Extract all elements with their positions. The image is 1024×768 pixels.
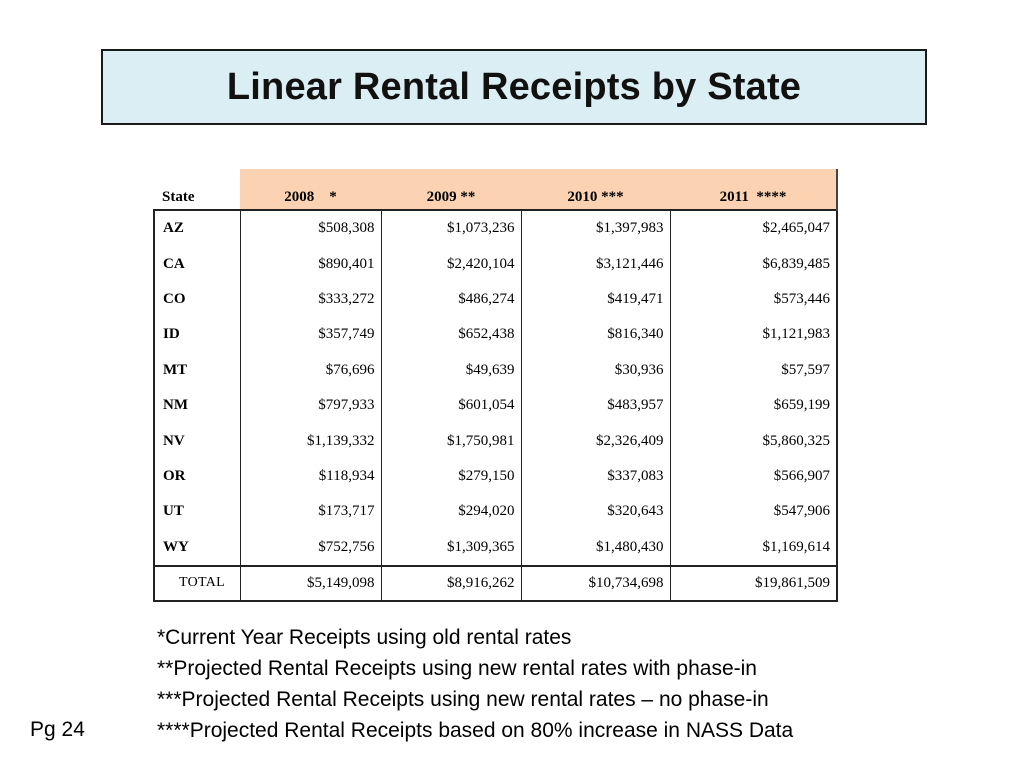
year-column-header: 2011 ****: [670, 169, 838, 210]
value-cell: $1,121,983: [669, 317, 838, 353]
total-value-cell: $10,734,698: [520, 564, 670, 602]
value-cell: $3,121,446: [520, 246, 670, 282]
receipts-table: State 2008 * 2009 ** 2010 *** 2011 **** …: [153, 169, 838, 602]
value-cell: $419,471: [520, 281, 670, 318]
table-row: AZ $508,308 $1,073,236 $1,397,983 $2,465,047: [153, 210, 838, 247]
value-cell: $2,326,409: [520, 423, 670, 459]
table-row: OR $118,934 $279,150 $337,083 $566,907: [153, 458, 838, 495]
value-cell: $173,717: [239, 494, 381, 530]
total-label: TOTAL: [153, 564, 240, 602]
value-cell: $2,465,047: [669, 210, 838, 247]
state-cell: ID: [153, 317, 240, 353]
slide-title: Linear Rental Receipts by State: [226, 65, 802, 108]
state-cell: CO: [153, 281, 240, 318]
value-cell: $1,480,430: [520, 529, 670, 566]
state-column-header: State: [154, 169, 240, 210]
value-cell: $49,639: [380, 352, 521, 388]
total-row: TOTAL $5,149,098 $8,916,262 $10,734,698 $19,…: [153, 564, 838, 602]
value-cell: $2,420,104: [380, 246, 521, 282]
total-value-cell: $19,861,509: [669, 564, 838, 602]
value-cell: $1,169,614: [669, 529, 838, 566]
value-cell: $294,020: [380, 494, 521, 530]
value-cell: $337,083: [520, 458, 670, 495]
value-cell: $1,139,332: [239, 423, 381, 459]
value-cell: $652,438: [380, 317, 521, 353]
value-cell: $1,073,236: [380, 210, 521, 247]
value-cell: $6,839,485: [669, 246, 838, 282]
table-row: NV $1,139,332 $1,750,981 $2,326,409 $5,860,3…: [153, 423, 838, 459]
value-cell: $57,597: [669, 352, 838, 388]
value-cell: $30,936: [520, 352, 670, 388]
state-cell: OR: [153, 458, 240, 495]
table-row: NM $797,933 $601,054 $483,957 $659,199: [153, 387, 838, 424]
table-row: CO $333,272 $486,274 $419,471 $573,446: [153, 281, 838, 318]
year-column-header: 2010 ***: [521, 169, 670, 210]
value-cell: $752,756: [239, 529, 381, 566]
state-cell: UT: [153, 494, 240, 530]
value-cell: $508,308: [239, 210, 381, 247]
value-cell: $566,907: [669, 458, 838, 495]
total-value-cell: $5,149,098: [239, 564, 381, 602]
value-cell: $797,933: [239, 387, 381, 424]
page-number: Pg 24: [30, 718, 85, 741]
value-cell: $1,750,981: [380, 423, 521, 459]
value-cell: $333,272: [239, 281, 381, 318]
state-cell: AZ: [153, 210, 240, 247]
state-cell: NV: [153, 423, 240, 459]
value-cell: $320,643: [520, 494, 670, 530]
value-cell: $483,957: [520, 387, 670, 424]
receipts-table-container: State 2008 * 2009 ** 2010 *** 2011 **** …: [153, 169, 838, 602]
total-value-cell: $8,916,262: [380, 564, 521, 602]
footnotes: *Current Year Receipts using old rental …: [157, 622, 793, 746]
value-cell: $601,054: [380, 387, 521, 424]
title-banner: Linear Rental Receipts by State: [101, 49, 927, 125]
value-cell: $659,199: [669, 387, 838, 424]
value-cell: $76,696: [239, 352, 381, 388]
value-cell: $573,446: [669, 281, 838, 318]
table-row: UT $173,717 $294,020 $320,643 $547,906: [153, 494, 838, 530]
state-cell: NM: [153, 387, 240, 424]
state-cell: MT: [153, 352, 240, 388]
value-cell: $890,401: [239, 246, 381, 282]
value-cell: $547,906: [669, 494, 838, 530]
value-cell: $816,340: [520, 317, 670, 353]
footnote: ****Projected Rental Receipts based on 8…: [157, 719, 794, 742]
state-cell: CA: [153, 246, 240, 282]
value-cell: $118,934: [239, 458, 381, 495]
footnote: ***Projected Rental Receipts using new r…: [157, 688, 769, 711]
value-cell: $1,397,983: [520, 210, 670, 247]
footnote: **Projected Rental Receipts using new re…: [157, 657, 757, 680]
table-row: CA $890,401 $2,420,104 $3,121,446 $6,839,485: [153, 246, 838, 282]
value-cell: $1,309,365: [380, 529, 521, 566]
footnote: *Current Year Receipts using old rental …: [157, 626, 572, 649]
table-row: WY $752,756 $1,309,365 $1,480,430 $1,169,614: [153, 529, 838, 566]
value-cell: $357,749: [239, 317, 381, 353]
state-cell: WY: [153, 529, 240, 566]
year-column-header: 2008 *: [240, 169, 381, 210]
year-column-header: 2009 **: [381, 169, 521, 210]
value-cell: $279,150: [380, 458, 521, 495]
value-cell: $5,860,325: [669, 423, 838, 459]
table-header-row: State 2008 * 2009 ** 2010 *** 2011 ****: [154, 169, 838, 210]
value-cell: $486,274: [380, 281, 521, 318]
table-row: MT $76,696 $49,639 $30,936 $57,597: [153, 352, 838, 388]
table-row: ID $357,749 $652,438 $816,340 $1,121,983: [153, 317, 838, 353]
